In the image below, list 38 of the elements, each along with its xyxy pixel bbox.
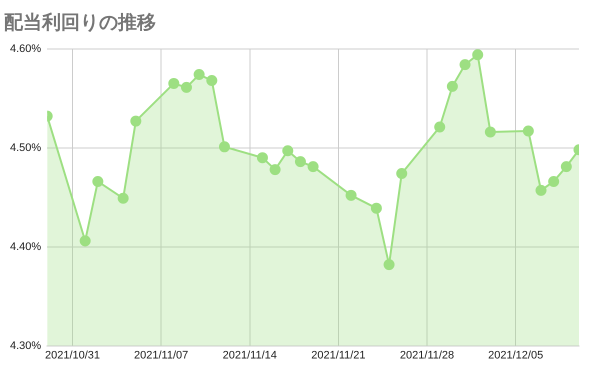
point — [370, 202, 382, 214]
x-tick-label: 2021/11/28 — [400, 349, 454, 362]
point — [180, 82, 192, 93]
point — [384, 259, 395, 270]
y-tick-label: 4.60% — [10, 42, 42, 55]
point — [256, 152, 268, 164]
point — [92, 176, 104, 187]
chart-title: 配当利回りの推移 — [4, 11, 156, 34]
point — [536, 184, 547, 196]
point — [460, 59, 471, 70]
point — [130, 116, 142, 127]
y-tick-label: 4.50% — [10, 142, 42, 154]
point — [218, 141, 230, 152]
point — [548, 176, 560, 187]
x-tick-label: 2021/11/14 — [222, 349, 277, 362]
point — [446, 80, 458, 92]
x-tick-label: 2021/12/05 — [488, 349, 544, 362]
point — [346, 190, 357, 201]
point — [472, 49, 484, 60]
x-tick-label: 2021/10/31 — [44, 349, 100, 362]
point — [484, 126, 496, 138]
point — [270, 164, 281, 176]
point — [308, 161, 319, 172]
y-tick-label: 4.30% — [10, 340, 42, 352]
point — [560, 161, 572, 172]
point — [118, 192, 129, 204]
point — [434, 122, 446, 133]
y-tick-label: 4.40% — [10, 240, 42, 253]
point — [282, 145, 294, 156]
point — [206, 74, 218, 86]
point — [522, 125, 534, 136]
point — [396, 168, 408, 180]
x-tick-label: 2021/11/21 — [311, 349, 366, 362]
point — [80, 235, 91, 246]
point — [294, 156, 306, 168]
x-tick-label: 2021/11/07 — [134, 349, 188, 362]
point — [194, 69, 205, 80]
point — [168, 78, 180, 89]
